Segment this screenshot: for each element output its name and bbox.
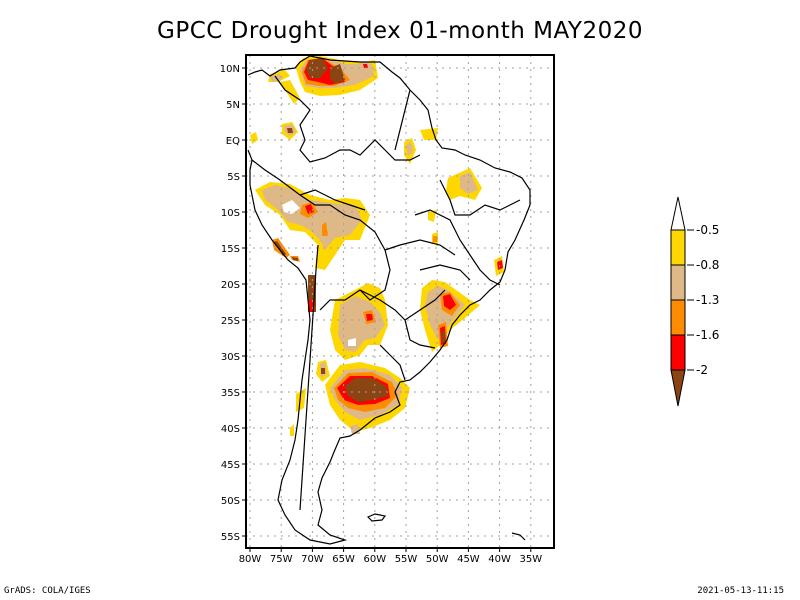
x-tick-label: 55W [395,554,418,565]
y-tick-label: 5N [226,100,240,111]
y-tick-label: 10S [221,208,240,219]
drought-region-santa-catarina [441,330,445,343]
x-tick-label: 70W [301,554,324,565]
drought-region-goias [433,236,437,242]
island-malvinas [366,513,387,522]
gridlines [246,55,554,548]
y-tick-label: 20S [221,280,240,291]
footer-timestamp: 2021-05-13-11:15 [697,586,784,596]
y-tick-label: 55S [221,532,240,543]
drought-region-venezuela-east [363,64,368,68]
drought-region-peru-bolivia [305,204,314,214]
border [394,89,411,151]
footer-credit: GrADS: COLA/IGES [4,586,91,596]
legend-swatch [670,264,686,301]
x-tick-label: 75W [270,554,293,565]
x-tick-label: 50W [426,554,449,565]
drought-region-peru-coast [274,241,286,256]
border [439,179,521,216]
legend-swatch [670,229,686,266]
drought-region-sao-paulo-parana [443,294,456,310]
coastline [247,55,531,545]
island-georgia [511,532,526,541]
drought-region-venezuela [330,64,345,84]
x-tick-label: 65W [332,554,355,565]
y-tick-label: EQ [226,136,240,147]
y-tick-label: 40S [221,424,240,435]
drought-region-chile-south [296,388,306,412]
border [251,159,391,311]
legend-arrow-bottom [670,369,686,407]
drought-region-para [406,142,413,156]
border [379,344,406,381]
drought-region-goias [428,210,436,222]
drought-region-chile-south [290,424,294,436]
legend-swatch [670,299,686,336]
drought-region-paraguay [338,296,385,352]
border [274,75,421,163]
legend-label: -1.3 [696,293,719,307]
legend-label: -0.8 [696,258,719,272]
x-tick-label: 80W [239,554,262,565]
y-tick-label: 25S [221,316,240,327]
y-tick-label: 5S [227,172,240,183]
border [414,209,501,286]
x-tick-label: 35W [519,554,542,565]
legend-label: -2 [696,363,708,377]
x-axis: 80W 75W 70W 65W 60W 55W 50W 45W 40W 35W [239,548,542,565]
border [299,189,366,211]
plot-frame [245,54,555,549]
drought-region-ecuador [250,132,258,144]
x-tick-label: 60W [363,554,386,565]
y-tick-label: 45S [221,460,240,471]
y-tick-label: 50S [221,496,240,507]
legend-colorbar: -0.5 -0.8 -1.3 -1.6 -2 [670,196,719,407]
map-title: GPCC Drought Index 01-month MAY2020 [157,18,643,44]
y-tick-label: 10N [220,64,240,75]
country-borders [247,55,531,545]
legend-label: -1.6 [696,328,719,342]
legend-label: -0.5 [696,223,719,237]
drought-region-mendoza [321,368,325,374]
drought-region-peru-coast [292,257,298,261]
drought-region-peru-bolivia [282,200,300,214]
legend-swatch [670,334,686,371]
border [299,244,319,511]
drought-region-paraguay [366,314,373,321]
x-tick-label: 45W [457,554,480,565]
drought-region-pampas [345,378,388,402]
drought-shading [250,56,504,436]
drought-region-peru-bolivia [322,222,328,236]
drought-region-colombia-north [280,80,300,104]
y-tick-label: 15S [221,244,240,255]
border [384,239,456,256]
drought-region-maranhao [460,172,478,194]
y-axis: 10N 5N EQ 5S 10S 15S 20S 25S 30S 35S 40S 45S 50S 55S [220,64,246,543]
y-tick-label: 35S [221,388,240,399]
drought-region-paraguay [348,338,356,346]
drought-region-colombia [287,128,293,133]
border [404,289,446,321]
y-tick-label: 30S [221,352,240,363]
x-tick-label: 40W [488,554,511,565]
border [419,264,471,281]
legend-arrow-top [670,196,686,231]
